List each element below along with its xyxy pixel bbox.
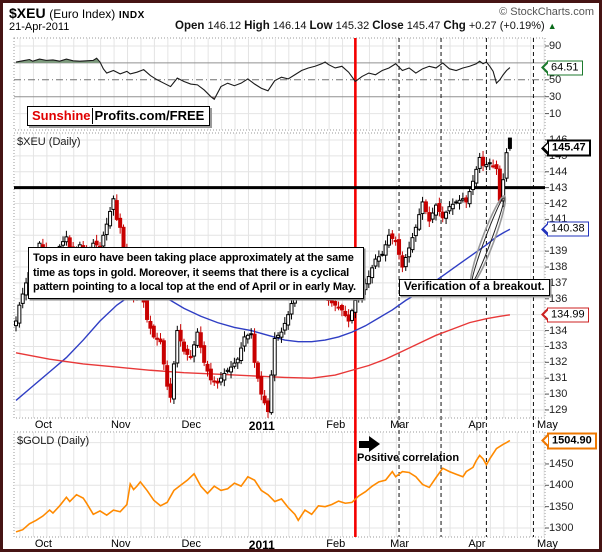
month-label-mar: Mar — [390, 538, 410, 550]
last-value-box: 64.51 — [541, 60, 583, 76]
left-arrow-icon — [541, 141, 548, 156]
last-value-text: 134.99 — [547, 307, 589, 323]
last-value-text: 1504.90 — [547, 432, 597, 449]
watermark-url: Profits.com/FREE — [94, 108, 205, 123]
y-axis-label: 1450 — [549, 457, 574, 470]
y-axis-label: 139 — [549, 245, 568, 258]
last-value-text: 145.47 — [547, 139, 591, 157]
y-axis-label: 131 — [549, 372, 568, 385]
month-label-feb: Feb — [326, 419, 346, 431]
y-axis-label: 133 — [549, 340, 568, 353]
axis-ticks — [545, 45, 549, 529]
y-axis-label: 1350 — [549, 500, 574, 513]
month-label-2011: 2011 — [248, 419, 275, 433]
y-axis-label: 142 — [549, 197, 568, 210]
month-label-oct: Oct — [34, 538, 52, 550]
left-arrow-icon — [541, 307, 548, 322]
last-value-text: 140.38 — [547, 221, 589, 237]
y-axis-label: 1400 — [549, 479, 574, 492]
gold-series — [15, 439, 511, 533]
last-value-box: 145.47 — [541, 139, 591, 157]
low-label: Low — [309, 20, 333, 32]
ohlc-quote: Open 146.12 High 146.14 Low 145.32 Close… — [175, 20, 557, 32]
month-label-may: May — [537, 419, 558, 431]
copyright: © StockCharts.com — [499, 6, 594, 18]
high-value: 146.14 — [272, 20, 307, 32]
open-label: Open — [175, 20, 205, 32]
sunshineprofits-watermark: Sunshine Profits.com/FREE — [27, 106, 211, 126]
chart-date: 21-Apr-2011 — [9, 21, 70, 33]
moving-averages — [15, 228, 511, 401]
ticker-exchange: INDX — [118, 10, 145, 21]
y-axis-label: 50 — [549, 73, 562, 86]
y-axis-label: 134 — [549, 324, 568, 337]
low-value: 145.32 — [335, 20, 370, 32]
left-arrow-icon — [541, 60, 548, 75]
y-axis-label: 138 — [549, 261, 568, 274]
y-axis-label: 30 — [549, 90, 562, 103]
last-value-text: 64.51 — [547, 60, 583, 76]
month-label-oct: Oct — [34, 419, 52, 431]
chg-value: +0.27 (+0.19%) — [468, 20, 545, 32]
rsi-series — [15, 57, 511, 101]
chg-label: Chg — [443, 20, 466, 32]
right-arrow-icon — [359, 436, 381, 453]
up-triangle-icon: ▲ — [547, 21, 557, 31]
open-value: 146.12 — [207, 20, 242, 32]
y-axis-label: 90 — [549, 40, 562, 52]
ticker-name: (Euro Index) — [49, 7, 116, 21]
y-axis-label: 137 — [549, 276, 568, 289]
last-value-box: 1504.90 — [541, 432, 597, 449]
high-label: High — [244, 20, 270, 32]
y-axis-label: 144 — [549, 165, 568, 178]
euro-panel-label: $XEU (Daily) — [17, 136, 81, 148]
close-value: 145.47 — [406, 20, 441, 32]
month-label-apr: Apr — [468, 419, 486, 431]
y-axis-label: 143 — [549, 181, 568, 194]
month-label-dec: Dec — [181, 419, 202, 431]
month-label-feb: Feb — [326, 538, 346, 550]
ticker-symbol: $XEU — [9, 5, 46, 21]
y-axis-label: 136 — [549, 292, 568, 305]
month-label-nov: Nov — [110, 419, 131, 431]
y-axis-label: 129 — [549, 403, 568, 416]
last-value-box: 140.38 — [541, 221, 589, 237]
month-label-nov: Nov — [110, 538, 131, 550]
left-arrow-icon — [541, 222, 548, 237]
left-arrow-icon — [541, 433, 548, 448]
watermark-brand: Sunshine — [28, 108, 93, 124]
chart-title: $XEU (Euro Index) INDX — [9, 5, 145, 21]
y-axis-label: 1300 — [549, 522, 574, 534]
y-axis-label: 132 — [549, 356, 568, 369]
close-label: Close — [372, 20, 404, 32]
y-axis-label: 10 — [549, 107, 562, 120]
y-axis-label: 130 — [549, 388, 568, 401]
month-label-may: May — [537, 538, 558, 550]
breakout-verification-label: Verification of a breakout. — [399, 279, 550, 296]
last-value-box: 134.99 — [541, 307, 589, 323]
month-label-2011: 2011 — [248, 538, 275, 552]
month-label-mar: Mar — [390, 419, 410, 431]
positive-correlation-label: Positive correlation — [357, 452, 460, 464]
month-label-dec: Dec — [181, 538, 202, 550]
cyclical-top-note: Tops in euro have been taking place appr… — [28, 247, 364, 299]
month-label-apr: Apr — [468, 538, 486, 550]
gold-panel-label: $GOLD (Daily) — [17, 435, 90, 447]
